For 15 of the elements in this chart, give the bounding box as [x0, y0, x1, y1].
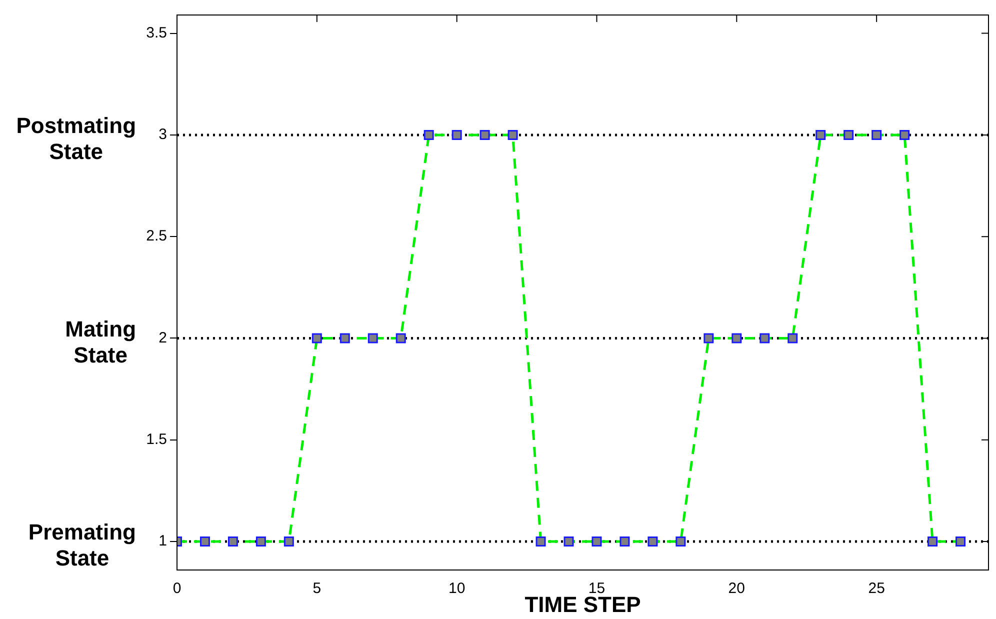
y-tick-label: 2.5	[146, 228, 167, 245]
x-tick-label: 20	[728, 580, 745, 598]
x-tick-label: 10	[448, 580, 466, 598]
y-tick-label: 3	[158, 126, 167, 144]
y-tick-label: 2	[158, 329, 167, 346]
y-tick-label: 1.5	[146, 431, 167, 448]
x-tick-label: 15	[588, 580, 606, 598]
x-tick-label: 25	[868, 580, 885, 598]
x-tick-label: 5	[312, 580, 322, 598]
y-tick-label: 1	[158, 532, 167, 550]
ref-line-label: Postmating State	[16, 113, 136, 164]
ref-line-label: Mating State	[65, 316, 136, 368]
y-tick-label: 3.5	[146, 24, 167, 42]
ref-line-label: Premating State	[28, 520, 136, 571]
x-tick-label: 0	[172, 580, 182, 598]
